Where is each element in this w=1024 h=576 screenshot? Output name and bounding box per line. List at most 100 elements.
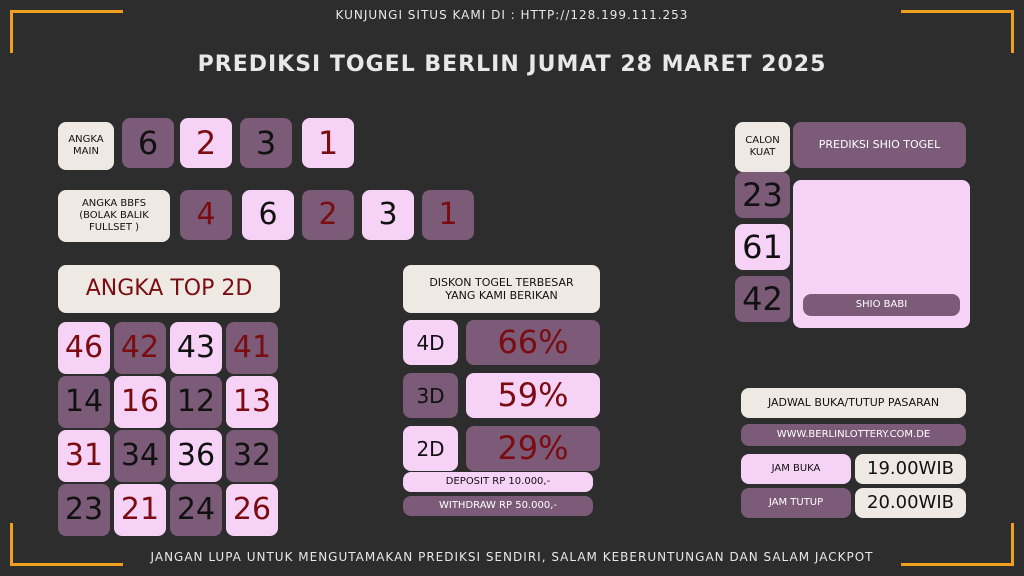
label: DISKON TOGEL TERBESAR YANG KAMI BERIKAN [403,265,600,313]
label: JAM BUKA [741,454,851,484]
rate-text: 59% [497,376,569,415]
label-text: YANG KAMI BERIKAN [445,289,558,302]
game-text: 3D [416,383,445,408]
digit-text: 2 [318,197,338,232]
label-text: CALON [745,135,780,146]
digit: 1 [422,190,474,240]
label: ANGKA MAIN [58,122,114,170]
digit: 6 [122,118,174,168]
label: JADWAL BUKA/TUTUP PASARAN [741,388,966,418]
number-text: 16 [120,384,160,419]
corner [10,10,123,53]
label-text: JAM TUTUP [768,497,824,508]
time-text: 19.00WIB [867,458,954,480]
number-text: 46 [64,330,104,365]
number: 26 [226,484,278,536]
number-text: 61 [742,227,783,266]
rate: 29% [466,426,600,471]
number: 41 [226,322,278,374]
digit: 1 [302,118,354,168]
number: 61 [735,224,790,270]
label-text: (BOLAK BALIK [79,210,149,221]
digit-text: 3 [378,197,398,232]
site: WWW.BERLINLOTTERY.COM.DE [741,424,966,446]
number-text: 12 [176,384,216,419]
label: ANGKA TOP 2D [58,265,280,313]
digit-text: 1 [438,197,458,232]
number-text: 24 [176,492,216,527]
number-text: 41 [232,330,272,365]
rate: 59% [466,373,600,418]
digit: 6 [242,190,294,240]
digit-text: 6 [258,197,278,232]
number-text: 13 [232,384,272,419]
label-text: MAIN [73,146,99,157]
label-text: FULLSET ) [88,222,140,233]
time: 19.00WIB [855,454,966,484]
number: 24 [170,484,222,536]
deposit: DEPOSIT RP 10.000,- [403,472,593,492]
digit-text: 1 [317,123,339,162]
digit: 2 [302,190,354,240]
deposit-text: DEPOSIT RP 10.000,- [445,476,551,487]
corner [901,10,1014,53]
number: 12 [170,376,222,428]
label-text: ANGKA BBFS [81,198,147,209]
number: 23 [735,172,790,218]
visit-text: KUNJUNGI SITUS KAMI DI : HTTP://128.199.… [335,8,689,22]
label-text: PREDIKSI SHIO TOGEL [818,138,941,152]
number-text: 42 [742,279,783,318]
withdraw: WITHDRAW RP 50.000,- [403,496,593,516]
number-text: 21 [120,492,160,527]
digit-text: 6 [137,123,159,162]
number: 46 [58,322,110,374]
label: ANGKA BBFS (BOLAK BALIK FULLSET ) [58,190,170,242]
game-text: 4D [416,330,445,355]
shio-name-text: SHIO BABI [855,299,908,310]
number-text: 14 [64,384,104,419]
label-text: ANGKA [68,134,104,145]
number-text: 34 [120,438,160,473]
number: 23 [58,484,110,536]
digit: 2 [180,118,232,168]
digit-text: 3 [255,123,277,162]
rate-text: 66% [497,323,569,362]
number-text: 31 [64,438,104,473]
digit: 3 [362,190,414,240]
number-text: 26 [232,492,272,527]
number-text: 23 [64,492,104,527]
number: 34 [114,430,166,482]
number: 16 [114,376,166,428]
digit: 4 [180,190,232,240]
number-text: 23 [742,175,783,214]
corner [10,523,123,566]
title: PREDIKSI TOGEL BERLIN JUMAT 28 MARET 202… [197,52,827,77]
number: 13 [226,376,278,428]
rate: 66% [466,320,600,365]
label-text: DISKON TOGEL TERBESAR [429,275,574,289]
number-text: 36 [176,438,216,473]
game: 2D [403,426,458,471]
rate-text: 29% [497,429,569,468]
number: 21 [114,484,166,536]
shio-name: SHIO BABI [803,294,960,316]
number-text: 43 [176,330,216,365]
number: 43 [170,322,222,374]
label-text: KUAT [749,147,776,158]
footer-text: JANGAN LUPA UNTUK MENGUTAMAKAN PREDIKSI … [150,550,874,564]
label-text: JADWAL BUKA/TUTUP PASARAN [767,396,940,410]
number-text: 32 [232,438,272,473]
number: 32 [226,430,278,482]
label: PREDIKSI SHIO TOGEL [793,122,966,168]
label-text: JAM BUKA [771,463,821,474]
number: 31 [58,430,110,482]
label-text: ANGKA TOP 2D [85,275,253,301]
number-text: 42 [120,330,160,365]
digit-text: 4 [196,197,216,232]
number: 42 [735,276,790,322]
time: 20.00WIB [855,488,966,518]
digit-text: 2 [195,123,217,162]
label: CALON KUAT [735,122,790,172]
label: JAM TUTUP [741,488,851,518]
corner [901,523,1014,566]
